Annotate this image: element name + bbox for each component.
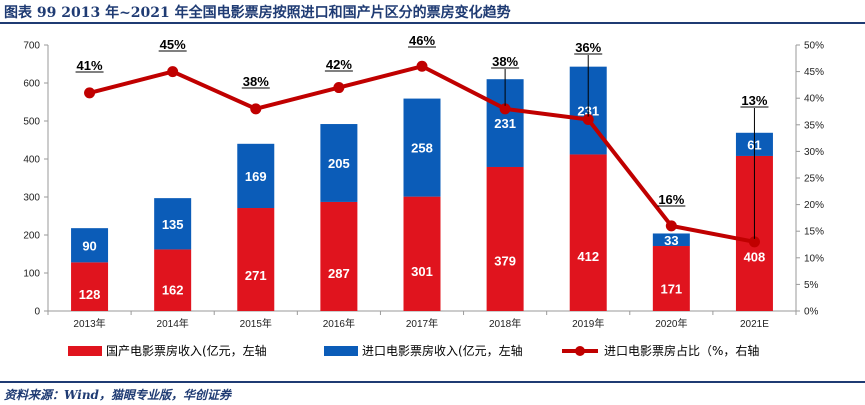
left-tick-label: 500 [23, 117, 40, 128]
domestic-value-label: 412 [577, 249, 599, 264]
legend-label-domestic: 国产电影票房收入(亿元，左轴 [106, 343, 267, 358]
domestic-value-label: 171 [660, 281, 682, 296]
domestic-bar [320, 201, 358, 311]
domestic-value-label: 271 [245, 268, 267, 283]
legend-label-share: 进口电影票房占比（%，右轴 [604, 343, 759, 358]
source-note: 资料来源：Wind，猫眼专业版，华创证券 [4, 388, 231, 402]
share-pct-label: 42% [326, 57, 352, 72]
share-point [665, 220, 677, 232]
x-tick-label: 2019年 [572, 317, 604, 330]
domestic-bar [652, 246, 690, 311]
share-pct-label: 16% [658, 192, 684, 207]
right-tick-label: 10% [804, 253, 824, 264]
right-tick-label: 20% [804, 200, 824, 211]
imported-value-label: 205 [328, 156, 350, 171]
left-tick-label: 300 [23, 193, 40, 204]
imported-value-label: 169 [245, 169, 267, 184]
domestic-value-label: 379 [494, 254, 516, 269]
share-point [250, 103, 262, 115]
share-pct-label: 36% [575, 40, 601, 55]
chart-title: 图表 99 2013 年~2021 年全国电影票房按照进口和国产片区分的票房变化… [4, 5, 511, 21]
domestic-value-label: 162 [162, 282, 184, 297]
imported-bar [320, 124, 358, 202]
share-point [416, 60, 428, 72]
imported-bar [71, 228, 109, 263]
left-tick-label: 400 [23, 155, 40, 166]
imported-bar [237, 143, 275, 209]
share-pct-label: 45% [160, 37, 186, 52]
domestic-value-label: 287 [328, 266, 350, 281]
domestic-bar [237, 208, 275, 311]
right-tick-label: 35% [804, 120, 824, 131]
right-tick-label: 25% [804, 174, 824, 185]
right-tick-label: 15% [804, 227, 824, 238]
share-point [84, 87, 96, 99]
left-tick-label: 100 [23, 269, 40, 280]
imported-value-label: 231 [494, 116, 516, 131]
x-tick-label: 2016年 [323, 317, 355, 330]
legend-swatch-imported [324, 346, 358, 356]
domestic-value-label: 408 [744, 250, 766, 265]
domestic-bar [71, 262, 109, 311]
legend-swatch-domestic [68, 346, 102, 356]
right-tick-label: 40% [804, 94, 824, 105]
x-tick-label: 2014年 [157, 317, 189, 330]
domestic-value-label: 301 [411, 264, 433, 279]
share-point [167, 66, 179, 78]
imported-bar [154, 198, 192, 250]
imported-bar [403, 98, 441, 197]
share-point [499, 103, 511, 115]
right-tick-label: 45% [804, 67, 824, 78]
share-pct-label: 46% [409, 33, 435, 48]
left-tick-label: 200 [23, 231, 40, 242]
share-point [748, 236, 760, 248]
left-tick-label: 0 [34, 307, 40, 318]
legend-swatch-share-point [575, 346, 585, 356]
title-bar: 图表 99 2013 年~2021 年全国电影票房按照进口和国产片区分的票房变化… [0, 0, 865, 24]
x-tick-label: 2017年 [406, 317, 438, 330]
share-point [582, 113, 594, 125]
share-pct-label: 13% [741, 93, 767, 108]
right-tick-label: 30% [804, 147, 824, 158]
domestic-bar [569, 154, 607, 311]
left-tick-label: 700 [23, 41, 40, 52]
imported-bar [652, 233, 690, 247]
right-tick-label: 0% [804, 307, 819, 318]
left-tick-label: 600 [23, 79, 40, 90]
x-tick-label: 2013年 [73, 317, 105, 330]
share-point [333, 82, 345, 94]
imported-value-label: 33 [664, 233, 678, 248]
domestic-bar [486, 166, 524, 311]
share-pct-label: 41% [77, 58, 103, 73]
source-bar: 资料来源：Wind，猫眼专业版，华创证券 [0, 381, 865, 405]
combo-chart: 0 100 200 300 400 500 600 700 0% 5% 10% 15% 20% 25% 30… [23, 33, 824, 358]
domestic-bar [403, 196, 441, 311]
right-tick-label: 50% [804, 41, 824, 52]
x-tick-label: 2021E [740, 319, 769, 330]
share-pct-label: 38% [243, 74, 269, 89]
legend-label-imported: 进口电影票房收入(亿元，左轴 [362, 343, 523, 358]
domestic-value-label: 128 [79, 287, 101, 302]
imported-value-label: 258 [411, 141, 433, 156]
x-tick-label: 2018年 [489, 317, 521, 330]
right-tick-label: 5% [804, 280, 819, 291]
domestic-bar [154, 249, 192, 311]
imported-value-label: 90 [82, 238, 96, 253]
share-pct-label: 38% [492, 54, 518, 69]
x-tick-label: 2020年 [655, 317, 687, 330]
x-tick-label: 2015年 [240, 317, 272, 330]
imported-value-label: 135 [162, 217, 184, 232]
